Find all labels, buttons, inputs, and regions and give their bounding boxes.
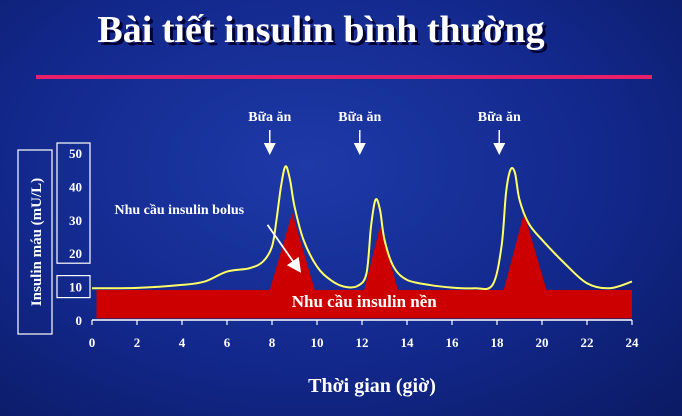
insulin-curve [91, 165, 633, 291]
x-tick-label: 10 [311, 335, 324, 350]
x-tick-label: 16 [446, 335, 460, 350]
bolus-peak [364, 226, 398, 290]
y-tick-label: 0 [76, 313, 83, 328]
x-tick-label: 12 [356, 335, 369, 350]
x-axis-label: Thời gian (giờ) [308, 375, 436, 397]
meal-label: Bữa ăn [478, 110, 521, 125]
x-tick-label: 24 [626, 335, 640, 350]
meal-label: Bữa ăn [248, 110, 291, 125]
y-tick-label: 30 [69, 213, 82, 228]
y-tick-box-10 [56, 275, 91, 299]
x-tick-label: 14 [401, 335, 415, 350]
bolus-label: Nhu cầu insulin bolus [115, 203, 245, 218]
x-tick-label: 22 [581, 335, 594, 350]
x-tick-label: 8 [269, 335, 276, 350]
y-label-box [17, 149, 53, 335]
x-tick-label: 4 [179, 335, 186, 350]
x-tick-label: 2 [134, 335, 141, 350]
y-tick-box-upper [56, 142, 91, 264]
bolus-arrow [266, 224, 302, 273]
y-axis-label: Insulin máu (mU/L) [29, 178, 45, 306]
y-tick-label: 40 [69, 179, 82, 194]
title-divider [36, 75, 652, 79]
x-tick-label: 0 [89, 335, 96, 350]
bolus-peak [269, 213, 315, 290]
bolus-peak [503, 213, 547, 290]
x-tick-label: 20 [536, 335, 549, 350]
y-tick-label: 50 [69, 146, 82, 161]
x-tick-label: 6 [224, 335, 231, 350]
meal-label: Bữa ăn [338, 110, 381, 125]
slide-title: Bài tiết insulin bình thường [97, 9, 545, 51]
basal-band [96, 289, 632, 319]
basal-label: Nhu cầu insulin nền [292, 292, 438, 311]
y-tick-label: 20 [69, 246, 82, 261]
y-tick-label: 10 [69, 280, 82, 295]
x-tick-label: 18 [491, 335, 505, 350]
